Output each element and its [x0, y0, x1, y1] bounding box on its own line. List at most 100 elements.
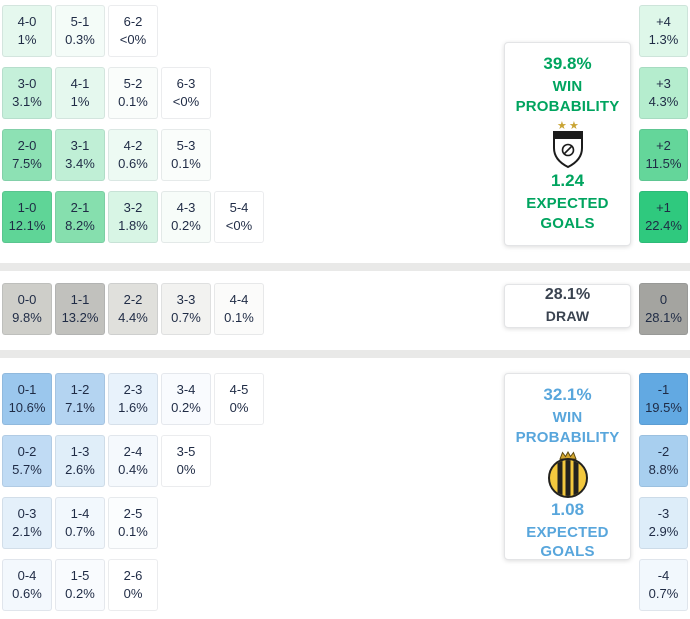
goal-margin-cell: +4 1.3% [639, 5, 688, 57]
score-row: 0-1 10.6% 1-2 7.1% 2-3 1.6% 3-4 0.2% 4-5 0% [2, 373, 264, 425]
scoreline: 3-3 [176, 292, 196, 307]
draw-label: DRAW [545, 308, 590, 325]
probability-value: 0.1% [224, 310, 254, 325]
goal-margin-cell: +3 4.3% [639, 67, 688, 119]
probability-value: 13.2% [61, 310, 99, 325]
score-cell: 2-3 1.6% [108, 373, 158, 425]
score-cell: 1-2 7.1% [55, 373, 105, 425]
scoreline: 5-3 [176, 138, 196, 153]
probability-value: 0.7% [648, 586, 679, 601]
away-summary-card: 32.1% WIN PROBABILITY [504, 373, 631, 560]
probability-value: 2.9% [648, 524, 679, 539]
score-cell: 1-1 13.2% [55, 283, 105, 335]
score-cell: 4-1 1% [55, 67, 105, 119]
score-row: 0-3 2.1% 1-4 0.7% 2-5 0.1% [2, 497, 264, 549]
score-cell: 1-0 12.1% [2, 191, 52, 243]
score-cell: 2-2 4.4% [108, 283, 158, 335]
scoreline: 2-6 [123, 568, 143, 583]
scoreline: 0-4 [17, 568, 37, 583]
scoreline: 1-3 [70, 444, 90, 459]
scoreline: 4-4 [229, 292, 249, 307]
score-cell: 4-0 1% [2, 5, 52, 57]
score-cell: 2-5 0.1% [108, 497, 158, 549]
scoreline: 3-4 [176, 382, 196, 397]
probability-value: <0% [119, 32, 147, 47]
scoreline: 3-1 [70, 138, 90, 153]
margin-label: -3 [657, 506, 670, 521]
home-expected-goals-value: 1.24 [550, 171, 585, 191]
scoreline: 1-4 [70, 506, 90, 521]
section-divider [0, 263, 690, 271]
scoreline: 2-4 [123, 444, 143, 459]
probability-value: 1% [70, 94, 90, 109]
away-margin-column: -1 19.5% -2 8.8% -3 2.9% -4 0.7% [639, 373, 688, 611]
score-cell: 3-2 1.8% [108, 191, 158, 243]
draw-probability-value: 28.1% [544, 286, 591, 304]
score-row: 0-4 0.6% 1-5 0.2% 2-6 0% [2, 559, 264, 611]
score-cell: 1-3 2.6% [55, 435, 105, 487]
score-cell: 2-4 0.4% [108, 435, 158, 487]
probability-value: 1.6% [118, 400, 148, 415]
probability-value: 7.1% [65, 400, 95, 415]
scoreline: 4-5 [229, 382, 249, 397]
scoreline: 1-5 [70, 568, 90, 583]
score-cell: 3-3 0.7% [161, 283, 211, 335]
margin-label: +2 [656, 138, 671, 153]
scoreline: 6-2 [123, 14, 143, 29]
probability-value: 0% [229, 400, 249, 415]
probability-value: 1.8% [118, 218, 148, 233]
score-cell: 4-4 0.1% [214, 283, 264, 335]
score-row: 0-2 5.7% 1-3 2.6% 2-4 0.4% 3-5 0% [2, 435, 264, 487]
score-cell: 5-3 0.1% [161, 129, 211, 181]
away-score-grid: 0-1 10.6% 1-2 7.1% 2-3 1.6% 3-4 0.2% 4-5 0% 0-2 5.7… [2, 373, 264, 611]
goal-margin-cell: -2 8.8% [639, 435, 688, 487]
probability-value: 1.3% [648, 32, 679, 47]
home-margin-column: +4 1.3% +3 4.3% +2 11.5% +1 22.4% [639, 5, 688, 243]
scoreline: 4-1 [70, 76, 90, 91]
score-cell: 2-0 7.5% [2, 129, 52, 181]
scoreline: 5-1 [70, 14, 90, 29]
probability-value: 0.1% [118, 94, 148, 109]
probability-value: 4.4% [118, 310, 148, 325]
goal-margin-cell: +1 22.4% [639, 191, 688, 243]
probability-value: 2.6% [65, 462, 95, 477]
score-row: 0-0 9.8% 1-1 13.2% 2-2 4.4% 3-3 0.7% 4-4 0.1% [2, 283, 264, 335]
probability-value: 0.1% [118, 524, 148, 539]
scoreline: 6-3 [176, 76, 196, 91]
margin-label: +4 [656, 14, 671, 29]
score-cell: 0-4 0.6% [2, 559, 52, 611]
probability-value: 11.5% [645, 156, 682, 171]
probability-value: <0% [172, 94, 200, 109]
score-cell: 5-2 0.1% [108, 67, 158, 119]
home-win-probability-value: 39.8% [543, 54, 592, 73]
score-row: 3-0 3.1% 4-1 1% 5-2 0.1% 6-3 <0% [2, 67, 264, 119]
probability-value: 3.1% [12, 94, 42, 109]
margin-label: -4 [657, 568, 670, 583]
score-row: 1-0 12.1% 2-1 8.2% 3-2 1.8% 4-3 0.2% 5-4 <0% [2, 191, 264, 243]
away-expected-goals-label: EXPECTED GOALS [526, 523, 609, 561]
home-expected-goals: 1.24 EXPECTED GOALS [510, 171, 625, 234]
score-cell: 6-2 <0% [108, 5, 158, 57]
margin-label: 0 [659, 292, 668, 307]
scoreline: 3-0 [17, 76, 37, 91]
home-score-grid: 4-0 1% 5-1 0.3% 6-2 <0% 3-0 3.1% 4-1 1% 5-2 0.1% 6-3… [2, 5, 264, 243]
probability-value: 9.8% [12, 310, 42, 325]
probability-value: 0.2% [171, 400, 201, 415]
scoreline: 2-1 [70, 200, 90, 215]
probability-value: 0.7% [65, 524, 95, 539]
scoreline: 0-3 [17, 506, 37, 521]
probability-value: 0.6% [118, 156, 148, 171]
probability-value: 5.7% [12, 462, 42, 477]
scoreline: 3-2 [123, 200, 143, 215]
score-row: 2-0 7.5% 3-1 3.4% 4-2 0.6% 5-3 0.1% [2, 129, 264, 181]
probability-value: 0.3% [65, 32, 95, 47]
score-row: 4-0 1% 5-1 0.3% 6-2 <0% [2, 5, 264, 57]
margin-label: +3 [656, 76, 671, 91]
score-cell: 3-5 0% [161, 435, 211, 487]
scoreline: 5-4 [229, 200, 249, 215]
home-win-probability: 39.8% WIN PROBABILITY [510, 54, 625, 117]
away-expected-goals: 1.08 EXPECTED GOALS [510, 500, 625, 563]
probability-value: 0% [123, 586, 143, 601]
probability-value: 8.2% [65, 218, 95, 233]
